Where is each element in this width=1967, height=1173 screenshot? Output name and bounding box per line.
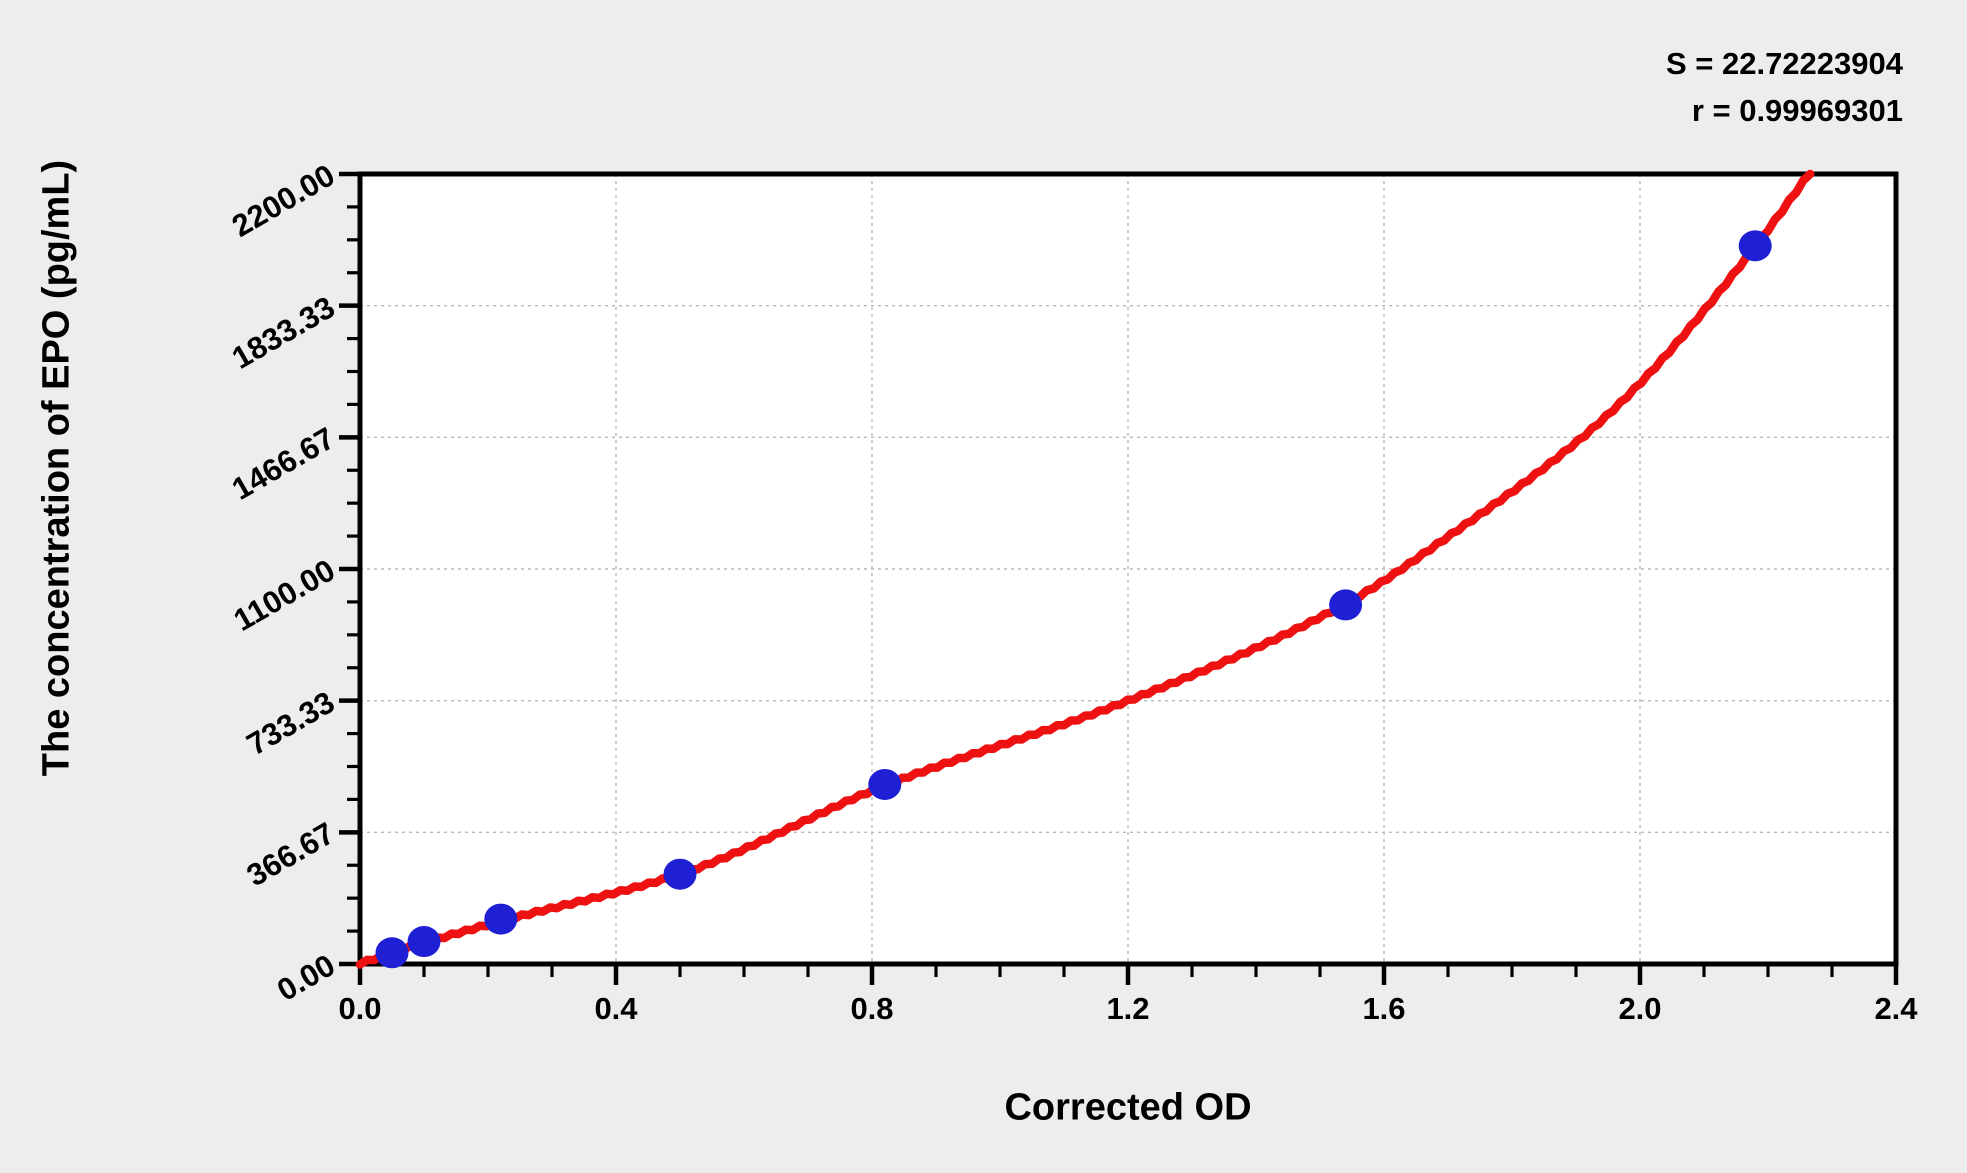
data-point	[663, 858, 697, 890]
x-tick-label: 0.4	[594, 991, 638, 1026]
data-point	[407, 926, 441, 958]
data-point	[1738, 230, 1772, 262]
data-point	[1329, 589, 1363, 621]
fit-s-value: S = 22.72223904	[1665, 46, 1903, 81]
fit-statistics: S = 22.72223904 r = 0.99969301	[1666, 40, 1903, 134]
y-axis-title: The concentration of EPO (pg/mL)	[35, 159, 78, 777]
x-tick-label: 2.0	[1618, 991, 1662, 1026]
fit-curve	[355, 169, 1815, 969]
data-point	[375, 937, 409, 969]
data-point	[484, 903, 518, 935]
x-axis-title: Corrected OD	[1004, 1086, 1252, 1129]
x-tick-label: 1.6	[1362, 991, 1406, 1026]
x-tick-label: 0.8	[850, 991, 894, 1026]
plot-border	[357, 171, 1899, 967]
x-tick-label: 0.0	[338, 991, 382, 1026]
x-tick-label: 2.4	[1874, 991, 1918, 1026]
fit-r-value: r = 0.99969301	[1691, 93, 1903, 128]
x-tick-label: 1.2	[1106, 991, 1150, 1026]
data-point	[868, 768, 902, 800]
